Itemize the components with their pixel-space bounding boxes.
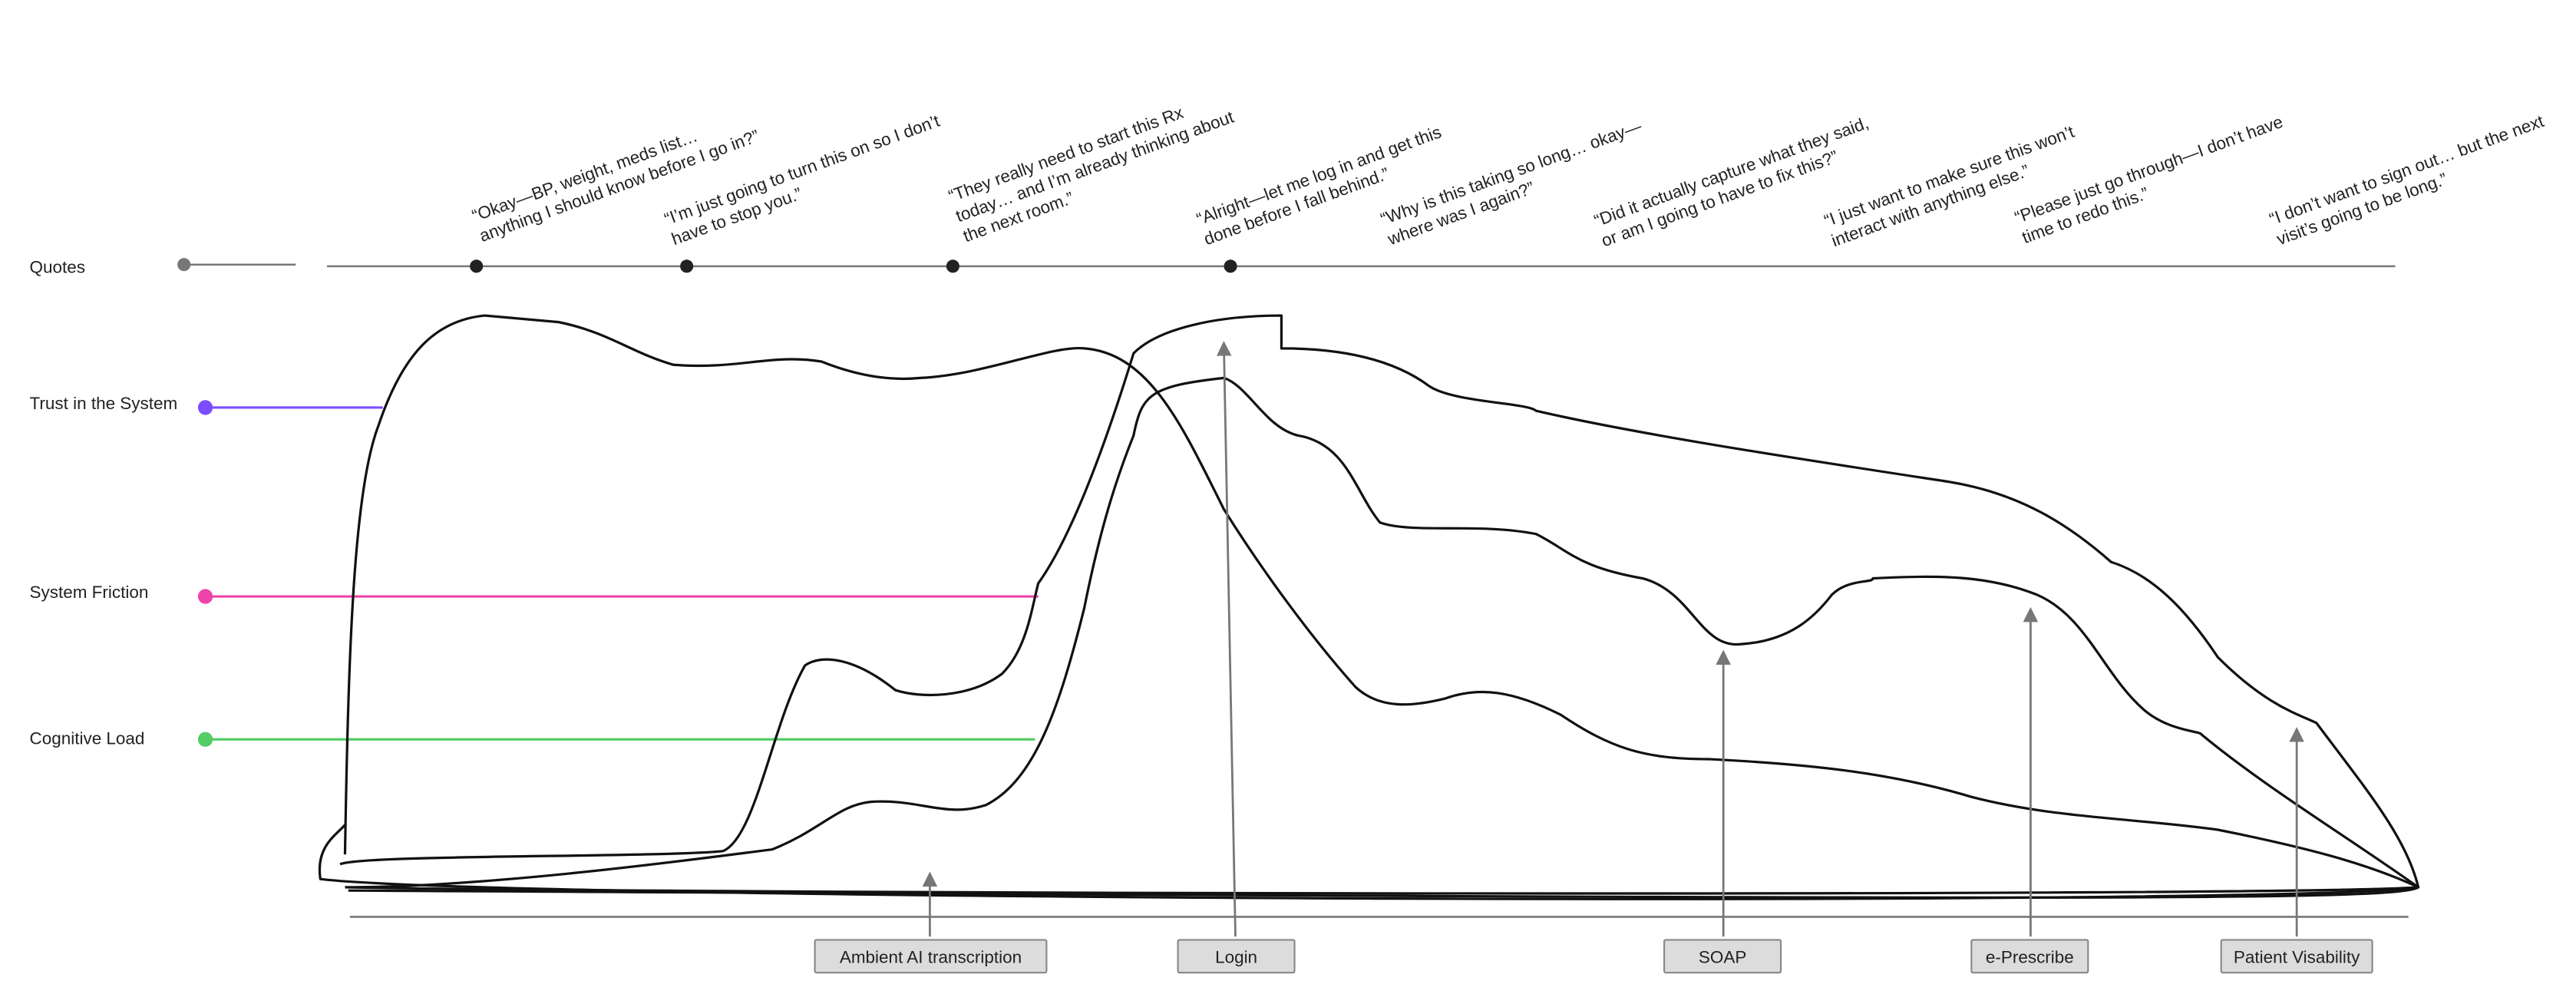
trust-legend-dot bbox=[197, 400, 213, 415]
row-label: System Friction bbox=[30, 583, 149, 602]
quote-point bbox=[680, 259, 694, 273]
cognitive-curve bbox=[345, 376, 2420, 895]
row-label: Quotes bbox=[30, 257, 85, 276]
trust-curve bbox=[343, 314, 2420, 899]
touchpoint-box bbox=[1970, 939, 2089, 974]
quote-line: “I don’t want to sign out… but the next bbox=[2267, 111, 2547, 229]
cognitive-legend-dot bbox=[197, 732, 213, 747]
touchpoint-box bbox=[2220, 939, 2373, 974]
touchpoint-label: Ambient AI transcription bbox=[840, 947, 1022, 966]
quote-point bbox=[1224, 259, 1237, 273]
touchpoint-box bbox=[1177, 939, 1296, 974]
touchpoint-label: Patient Visability bbox=[2234, 947, 2360, 966]
quote-point bbox=[946, 259, 959, 273]
quote-line: “I’m just going to turn this on so I don… bbox=[662, 111, 943, 229]
arrow bbox=[1216, 341, 1237, 937]
row-label: Trust in the System bbox=[30, 394, 178, 413]
touchpoint-box bbox=[1663, 939, 1782, 974]
friction-curve bbox=[318, 314, 2420, 900]
touchpoint-label: Login bbox=[1215, 947, 1257, 966]
friction-legend-dot bbox=[197, 589, 213, 604]
quote-line: today… and I’m already thinking about bbox=[953, 107, 1237, 226]
quote-point bbox=[470, 259, 484, 273]
row-label: Cognitive Load bbox=[30, 729, 145, 748]
touchpoint-label: SOAP bbox=[1699, 947, 1746, 966]
touchpoint-box bbox=[814, 939, 1048, 974]
touchpoint-label: e-Prescribe bbox=[1986, 947, 2074, 966]
